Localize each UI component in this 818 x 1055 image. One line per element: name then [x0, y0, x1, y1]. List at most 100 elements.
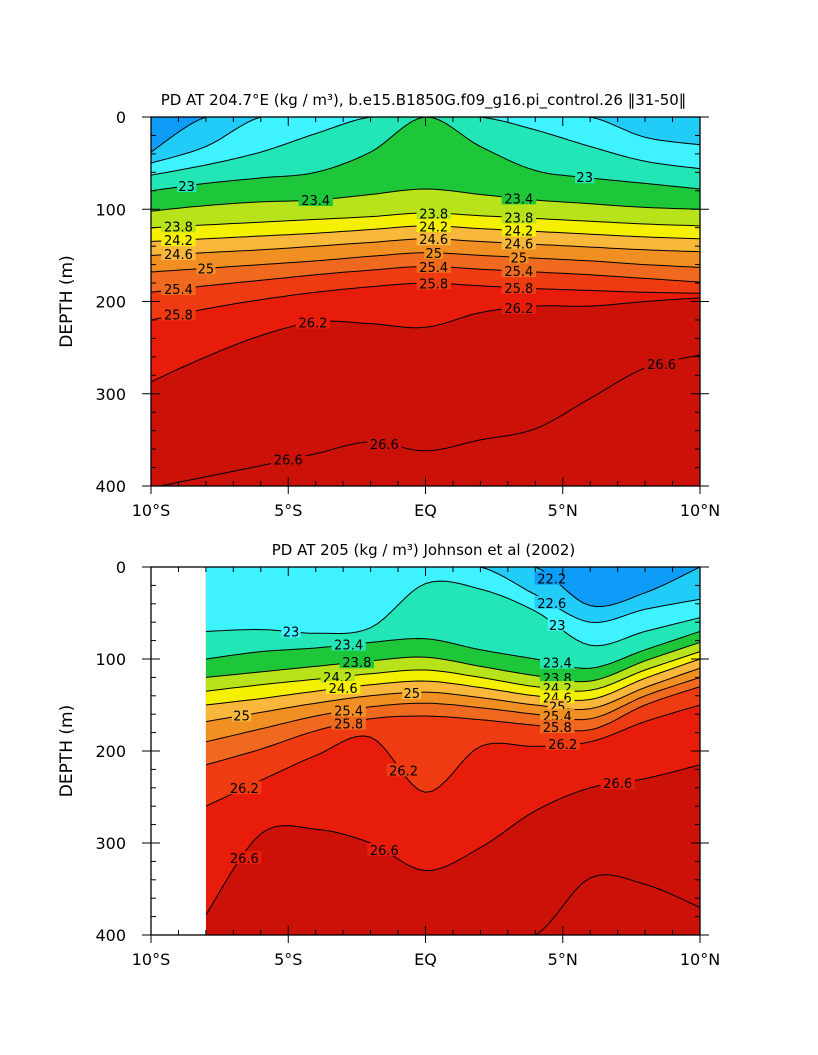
x-tick-label: EQ [414, 950, 437, 969]
x-tick-label: 5°N [548, 501, 578, 520]
contour-label: 25 [404, 687, 421, 702]
contour-label-bg [416, 219, 451, 233]
y-axis-label: DEPTH (m) [57, 255, 77, 347]
axis-ticks [142, 116, 709, 494]
contour-label-bg [231, 708, 252, 722]
contour-label-bg [501, 236, 537, 250]
contour-label-bg [298, 193, 333, 207]
contour-label: 24.2 [504, 225, 533, 240]
y-tick-label: 400 [95, 477, 126, 496]
contour-label-bg [295, 315, 331, 329]
contour-label: 24.2 [164, 234, 193, 249]
contour-fills [151, 117, 700, 486]
contour-label-bg [600, 776, 635, 790]
y-tick-label: 0 [116, 108, 126, 127]
contour-label-bg [196, 261, 216, 275]
y-tick-label: 0 [116, 558, 126, 577]
isopycnal-line [205, 874, 700, 935]
contour-label-bg [424, 246, 444, 260]
isopycnal-line [205, 567, 700, 624]
contour-label-bg [161, 219, 196, 233]
contour-label-bg [161, 233, 196, 247]
contour-label: 26.6 [647, 358, 676, 373]
x-tick-label: 5°S [274, 501, 302, 520]
contour-label-bg [331, 703, 366, 717]
contour-label-bg [320, 670, 355, 684]
contour-label: 25 [198, 262, 215, 277]
contour-label: 26.2 [230, 782, 259, 797]
contour-label-bg [501, 223, 537, 237]
isopycnal-line [205, 704, 700, 807]
contour-label-bg [501, 301, 537, 315]
contour-label: 23 [283, 626, 300, 641]
contour-label-bg [177, 179, 197, 193]
contour-label: 25.8 [504, 282, 533, 297]
contour-label: 25 [511, 251, 528, 266]
isopycnal-line [151, 188, 700, 212]
contour-label-bg [416, 276, 451, 290]
density-band [205, 567, 700, 607]
isopycnal-line [205, 651, 700, 692]
contour-label: 25.4 [504, 265, 533, 280]
contour-label-bg [575, 170, 595, 184]
isopycnal-line [205, 641, 700, 683]
contour-label: 25.8 [334, 718, 363, 733]
contour-label-bg [540, 709, 575, 723]
contour-label-bg [331, 637, 366, 651]
contour-label-bg [534, 595, 569, 609]
contour-label-bg [644, 357, 679, 371]
contour-label-bg [534, 571, 569, 585]
isopycnal-line [151, 297, 700, 383]
axis-tick-labels: 10°S 5°S EQ 5°N 10°N 0 100 200 300 400 [95, 558, 720, 969]
x-tick-label: 10°S [132, 501, 171, 520]
contour-label: 25 [233, 710, 250, 725]
contour-label: 26.2 [298, 316, 327, 331]
contour-label: 25.4 [419, 261, 448, 276]
contour-label: 25.8 [164, 308, 193, 323]
contour-label: 26.6 [603, 777, 632, 792]
isopycnal-line [205, 676, 700, 743]
contour-label: 24.2 [419, 220, 448, 235]
y-tick-label: 200 [95, 293, 126, 312]
contour-label: 26.6 [370, 844, 399, 859]
isopycnal-line [151, 117, 700, 164]
contour-label-bg [545, 737, 580, 751]
contour-label-bg [501, 280, 537, 294]
contour-label: 25.4 [164, 283, 193, 298]
contour-label: 23.4 [301, 194, 330, 209]
contour-label-bg [402, 686, 422, 700]
contour-label: 23 [178, 180, 195, 195]
y-axis-label: DEPTH (m) [57, 705, 77, 797]
axis-ticks [142, 566, 709, 943]
y-tick-label: 300 [95, 385, 126, 404]
contour-label: 25.8 [543, 721, 572, 736]
y-tick-label: 100 [95, 200, 126, 219]
contour-label: 23.4 [504, 192, 533, 207]
contour-label-bg [227, 781, 262, 795]
contour-label: 23.8 [419, 207, 448, 222]
y-tick-label: 100 [95, 650, 126, 669]
contour-label: 22.6 [537, 597, 566, 612]
contour-label-bg [271, 452, 306, 466]
contour-label: 26.2 [548, 738, 577, 753]
y-tick-label: 400 [95, 926, 126, 945]
x-tick-label: EQ [414, 501, 437, 520]
contour-label-bg [540, 670, 575, 684]
contour-label-bg [367, 842, 402, 856]
isopycnal-line [151, 117, 700, 192]
contour-label-bg [339, 655, 375, 669]
contour-label: 26.2 [504, 302, 533, 317]
x-tick-label: 10°N [680, 501, 720, 520]
contour-label-bg [227, 851, 262, 865]
contour-label-bg [386, 763, 421, 777]
contour-label-bg [540, 720, 575, 734]
contour-label: 26.2 [389, 764, 418, 779]
isopycnal-line [205, 630, 700, 669]
contour-label: 26.6 [230, 852, 259, 867]
contour-label: 25.4 [334, 705, 363, 720]
contour-label-bg [416, 206, 451, 220]
contour-label: 23.4 [543, 657, 572, 672]
